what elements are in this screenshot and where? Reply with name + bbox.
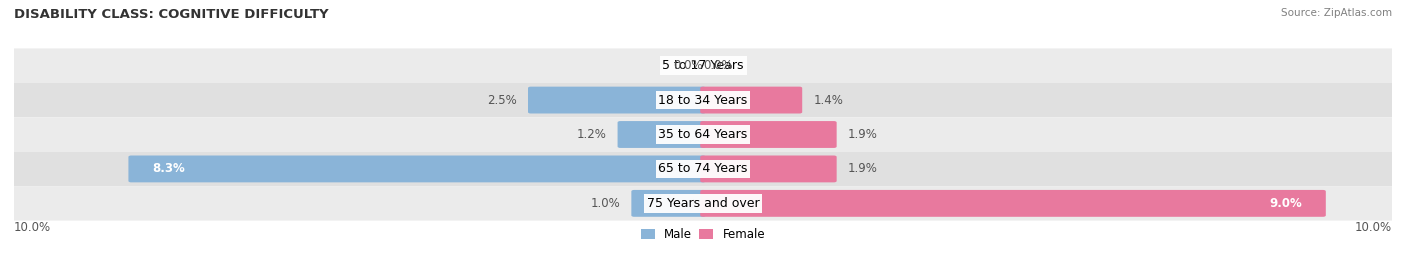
Legend: Male, Female: Male, Female [636,223,770,246]
Text: 18 to 34 Years: 18 to 34 Years [658,94,748,107]
FancyBboxPatch shape [11,83,1395,117]
FancyBboxPatch shape [700,155,837,182]
Text: 10.0%: 10.0% [1355,221,1392,233]
Text: 1.9%: 1.9% [848,128,877,141]
Text: 0.0%: 0.0% [673,59,703,72]
Text: 5 to 17 Years: 5 to 17 Years [662,59,744,72]
Text: 1.4%: 1.4% [813,94,844,107]
FancyBboxPatch shape [11,48,1395,83]
Text: 10.0%: 10.0% [14,221,51,233]
Text: 9.0%: 9.0% [1270,197,1302,210]
Text: 65 to 74 Years: 65 to 74 Years [658,162,748,175]
Text: 1.2%: 1.2% [576,128,606,141]
Text: 75 Years and over: 75 Years and over [647,197,759,210]
FancyBboxPatch shape [11,186,1395,221]
FancyBboxPatch shape [700,87,803,114]
FancyBboxPatch shape [128,155,706,182]
Text: 1.0%: 1.0% [591,197,620,210]
Text: 1.9%: 1.9% [848,162,877,175]
FancyBboxPatch shape [631,190,706,217]
FancyBboxPatch shape [529,87,706,114]
FancyBboxPatch shape [700,190,1326,217]
Text: 0.0%: 0.0% [703,59,733,72]
FancyBboxPatch shape [617,121,706,148]
Text: Source: ZipAtlas.com: Source: ZipAtlas.com [1281,8,1392,18]
Text: 8.3%: 8.3% [152,162,184,175]
FancyBboxPatch shape [11,117,1395,152]
Text: 2.5%: 2.5% [488,94,517,107]
FancyBboxPatch shape [700,121,837,148]
FancyBboxPatch shape [11,152,1395,186]
Text: 35 to 64 Years: 35 to 64 Years [658,128,748,141]
Text: DISABILITY CLASS: COGNITIVE DIFFICULTY: DISABILITY CLASS: COGNITIVE DIFFICULTY [14,8,329,21]
